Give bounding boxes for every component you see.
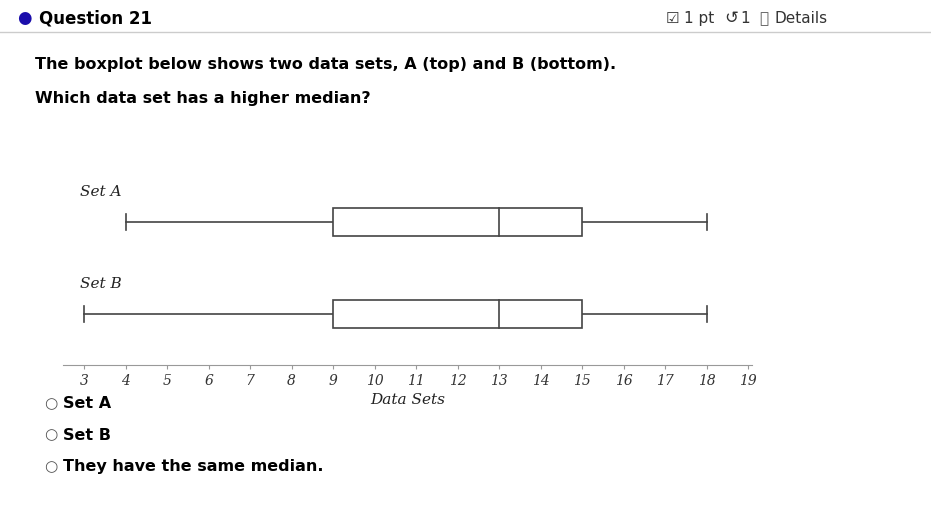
Text: 1: 1 <box>740 11 749 26</box>
Text: Set B: Set B <box>63 428 112 442</box>
Text: Set A: Set A <box>63 396 112 411</box>
Text: ○: ○ <box>45 459 58 474</box>
Text: ⓘ: ⓘ <box>759 11 768 26</box>
Text: Details: Details <box>775 11 828 26</box>
Text: 1 pt: 1 pt <box>684 11 714 26</box>
Text: Question 21: Question 21 <box>39 9 152 27</box>
Bar <box>333 300 582 328</box>
Text: ↺: ↺ <box>724 9 738 27</box>
Bar <box>333 208 582 236</box>
Text: Set B: Set B <box>80 277 122 291</box>
Text: Set A: Set A <box>80 185 121 199</box>
Text: They have the same median.: They have the same median. <box>63 459 324 474</box>
Text: ○: ○ <box>45 428 58 442</box>
Text: Which data set has a higher median?: Which data set has a higher median? <box>35 91 371 106</box>
Text: ○: ○ <box>45 396 58 411</box>
Text: ☑: ☑ <box>666 11 680 26</box>
Text: ●: ● <box>17 9 32 27</box>
Text: The boxplot below shows two data sets, A (top) and B (bottom).: The boxplot below shows two data sets, A… <box>35 57 616 72</box>
X-axis label: Data Sets: Data Sets <box>371 393 445 407</box>
